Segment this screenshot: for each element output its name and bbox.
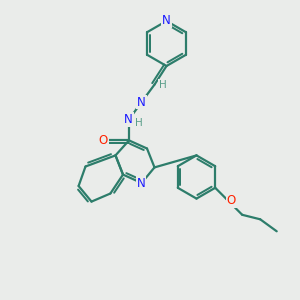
Text: H: H — [135, 118, 142, 128]
Text: H: H — [159, 80, 167, 90]
Text: N: N — [162, 14, 171, 28]
Text: N: N — [136, 177, 146, 190]
Text: O: O — [99, 134, 108, 147]
Text: N: N — [124, 113, 133, 126]
Text: O: O — [226, 194, 236, 207]
Text: N: N — [137, 95, 146, 109]
